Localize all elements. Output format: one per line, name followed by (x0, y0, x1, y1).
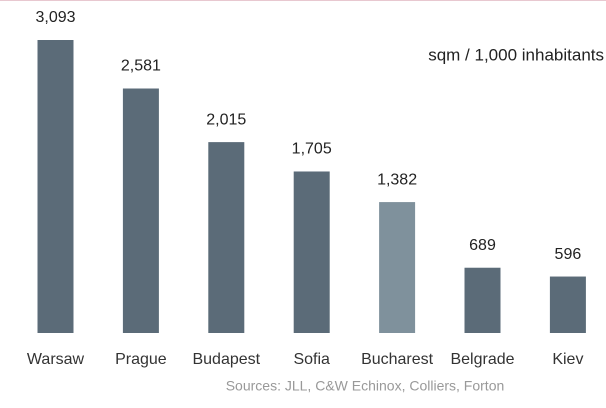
bar (122, 88, 159, 334)
x-tick-label: Prague (115, 351, 167, 368)
x-tick-label: Budapest (192, 351, 260, 368)
bar (464, 267, 501, 333)
bar (293, 171, 330, 333)
value-label: 2,015 (206, 111, 246, 128)
source: Sources: JLL, C&W Echinox, Colliers, For… (226, 378, 505, 394)
value-label: 3,093 (35, 9, 75, 26)
value-label: 2,581 (121, 58, 161, 75)
value-label: 689 (469, 237, 496, 254)
bar (37, 40, 74, 333)
x-tick-label: Belgrade (450, 351, 514, 368)
bar (379, 202, 416, 333)
annotation: sqm / 1,000 inhabitants (428, 45, 604, 64)
value-label: 1,705 (292, 141, 332, 158)
x-tick-label: Sofia (293, 351, 330, 368)
bar (208, 142, 245, 333)
value-label: 1,382 (377, 171, 417, 188)
value-label: 596 (555, 246, 582, 263)
x-tick-label: Warsaw (27, 351, 85, 368)
x-tick-label: Bucharest (361, 351, 434, 368)
x-tick-label: Kiev (552, 351, 583, 368)
bar (549, 276, 586, 333)
